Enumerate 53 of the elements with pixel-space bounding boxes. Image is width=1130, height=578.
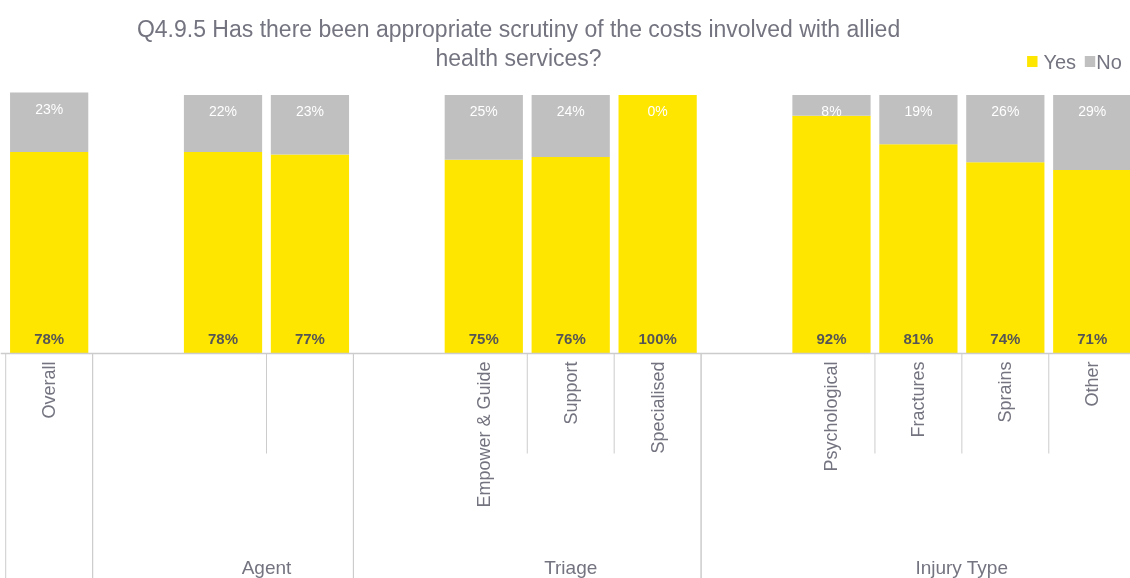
bar (966, 162, 1045, 354)
legend-label: No (1096, 50, 1122, 73)
bar (792, 115, 871, 354)
bar (618, 95, 697, 354)
x-tick-label: Other (1082, 361, 1103, 407)
bar (879, 95, 958, 145)
data-label: 81% (903, 329, 934, 347)
bar (270, 154, 350, 354)
bar (10, 92, 89, 152)
bar (531, 95, 610, 158)
data-label: 76% (555, 329, 586, 347)
data-label: 22% (209, 103, 238, 120)
chart-title: Q4.9.5 Has there been appropriate scrutiny of the costs involved with allied health services? (136, 15, 901, 71)
text: Injury Type (915, 556, 1008, 578)
x-tick-label: Specialised (647, 361, 668, 454)
text: Triage (544, 556, 598, 578)
bar (1053, 170, 1130, 354)
data-label: 75% (468, 329, 499, 347)
data-label: 0% (647, 103, 668, 120)
text: Agent (241, 556, 293, 578)
data-label: 77% (294, 329, 325, 347)
bar (444, 159, 523, 354)
data-label: 25% (469, 103, 498, 120)
data-label: 19% (904, 103, 933, 120)
bar (879, 144, 958, 354)
bar (531, 157, 610, 354)
data-label: 92% (816, 329, 847, 347)
data-label: 71% (1077, 329, 1108, 347)
bar (10, 151, 89, 354)
data-label: 100% (638, 329, 677, 347)
x-tick-label: Overall (39, 361, 60, 419)
legend-label: Yes (1043, 50, 1077, 73)
x-tick-label: Empower & Guide (473, 361, 494, 508)
bar (444, 95, 523, 160)
bar (792, 95, 871, 116)
bar (183, 95, 263, 152)
x-tick-label: Psychological (821, 361, 842, 472)
data-label: 78% (34, 329, 65, 347)
x-tick-label: Fractures (908, 361, 929, 438)
data-label: 26% (991, 103, 1020, 120)
data-label: 23% (295, 103, 324, 120)
data-label: 24% (556, 103, 585, 120)
data-label: 8% (821, 103, 842, 120)
x-tick-label: Sprains (995, 361, 1016, 423)
bar (183, 151, 263, 354)
data-label: 74% (990, 329, 1021, 347)
x-tick-label: Support (560, 361, 581, 425)
data-label: 23% (35, 100, 64, 117)
data-label: 29% (1078, 103, 1107, 120)
bar (1053, 95, 1130, 171)
bar (270, 95, 350, 155)
bar (966, 95, 1045, 163)
data-label: 78% (208, 329, 239, 347)
